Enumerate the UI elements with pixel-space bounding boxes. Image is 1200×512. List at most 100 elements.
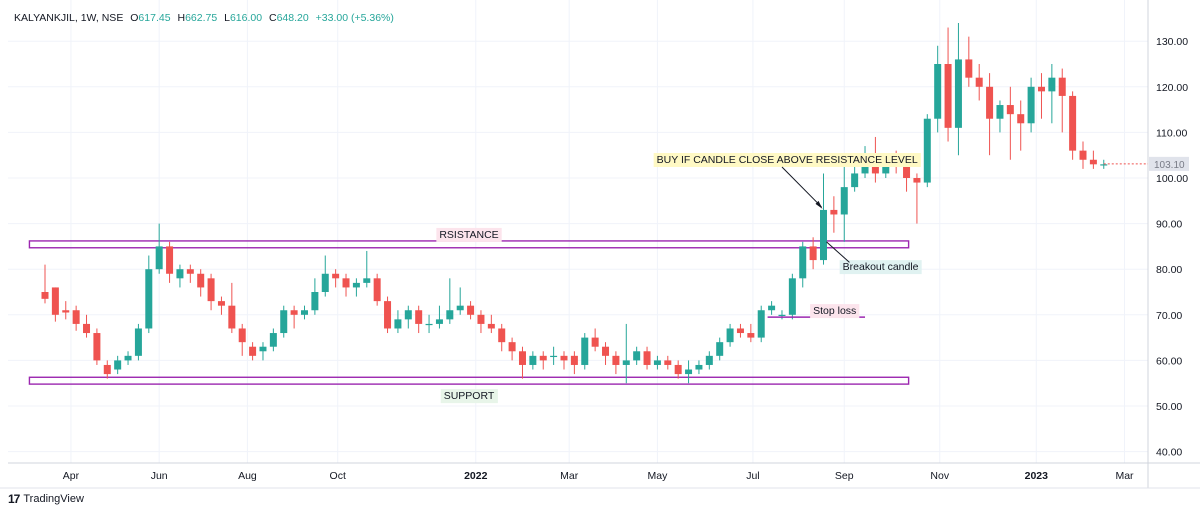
tradingview-logo[interactable]: 17 TradingView — [8, 492, 84, 506]
candle-up[interactable] — [301, 310, 308, 315]
candle-up[interactable] — [259, 346, 267, 352]
candle-up[interactable] — [352, 282, 360, 288]
candle-down[interactable] — [197, 273, 205, 288]
candle-down[interactable] — [903, 164, 911, 178]
candle-up[interactable] — [1027, 86, 1035, 124]
candle-down[interactable] — [747, 333, 755, 338]
candle-down[interactable] — [1079, 150, 1087, 160]
candle-up[interactable] — [581, 337, 589, 365]
candle-up[interactable] — [685, 369, 693, 375]
candle-up[interactable] — [124, 355, 132, 361]
candle-up[interactable] — [363, 278, 371, 283]
candle-up[interactable] — [726, 328, 734, 343]
candle-up[interactable] — [757, 310, 765, 338]
candle-up[interactable] — [716, 342, 724, 356]
candle-down[interactable] — [830, 209, 838, 215]
candle-up[interactable] — [799, 246, 807, 279]
candle-down[interactable] — [498, 328, 506, 343]
candle-up[interactable] — [1048, 77, 1056, 92]
candle-up[interactable] — [394, 319, 402, 329]
candle-down[interactable] — [1089, 159, 1097, 165]
candle-down[interactable] — [736, 328, 744, 334]
candle-up[interactable] — [778, 314, 786, 316]
candle-down[interactable] — [986, 86, 994, 119]
candle-down[interactable] — [913, 178, 921, 183]
candle-up[interactable] — [622, 360, 630, 365]
candle-up[interactable] — [155, 246, 163, 270]
candle-down[interactable] — [1069, 95, 1077, 151]
candle-down[interactable] — [871, 164, 879, 174]
candle-up[interactable] — [321, 273, 329, 292]
candle-down[interactable] — [1058, 77, 1066, 96]
candle-up[interactable] — [145, 269, 153, 329]
candle-up[interactable] — [633, 351, 641, 361]
candle-down[interactable] — [415, 310, 423, 324]
candle-up[interactable] — [404, 310, 412, 320]
candle-down[interactable] — [41, 292, 49, 299]
candle-up[interactable] — [996, 105, 1004, 119]
candle-up[interactable] — [788, 278, 796, 315]
candle-down[interactable] — [570, 355, 578, 365]
candle-down[interactable] — [487, 323, 495, 329]
candle-down[interactable] — [1006, 105, 1014, 115]
candle-down[interactable] — [664, 360, 672, 365]
candle-down[interactable] — [975, 77, 983, 87]
candle-down[interactable] — [51, 287, 59, 315]
breakout-callout[interactable]: Breakout candle — [839, 260, 922, 275]
candle-up[interactable] — [923, 118, 931, 183]
candle-down[interactable] — [249, 346, 257, 356]
candle-down[interactable] — [477, 314, 485, 324]
candle-down[interactable] — [612, 355, 620, 365]
candle-up[interactable] — [280, 310, 288, 334]
candle-down[interactable] — [228, 305, 236, 329]
candle-up[interactable] — [851, 173, 859, 188]
candle-down[interactable] — [384, 301, 392, 329]
candle-up[interactable] — [176, 269, 184, 279]
candle-down[interactable] — [217, 301, 225, 306]
candle-down[interactable] — [944, 64, 952, 128]
candle-up[interactable] — [456, 305, 464, 311]
candle-down[interactable] — [591, 337, 599, 347]
candle-up[interactable] — [861, 164, 869, 174]
candle-up[interactable] — [550, 355, 558, 358]
candle-up[interactable] — [768, 305, 776, 311]
candle-down[interactable] — [560, 355, 568, 361]
resistance-label[interactable]: RSISTANCE — [436, 227, 502, 242]
candle-down[interactable] — [93, 333, 101, 361]
candle-up[interactable] — [934, 64, 942, 119]
candle-down[interactable] — [674, 364, 682, 375]
candle-down[interactable] — [539, 355, 547, 361]
candle-up[interactable] — [311, 292, 319, 311]
candle-down[interactable] — [518, 351, 526, 365]
candle-down[interactable] — [467, 305, 475, 315]
candle-up[interactable] — [840, 187, 848, 215]
candle-up[interactable] — [705, 355, 713, 365]
candle-down[interactable] — [373, 278, 381, 302]
candle-up[interactable] — [446, 310, 454, 320]
candle-down[interactable] — [83, 323, 91, 334]
candle-up[interactable] — [1100, 164, 1108, 166]
buy-callout[interactable]: BUY IF CANDLE CLOSE ABOVE RESISTANCE LEV… — [653, 153, 921, 167]
candle-up[interactable] — [653, 360, 661, 365]
candle-down[interactable] — [332, 273, 340, 279]
candle-down[interactable] — [1037, 86, 1045, 92]
plot-area[interactable] — [8, 0, 1148, 463]
candle-up[interactable] — [820, 209, 827, 261]
candle-down[interactable] — [602, 346, 610, 356]
candle-down[interactable] — [965, 59, 973, 78]
candle-down[interactable] — [290, 310, 298, 315]
candle-up[interactable] — [134, 328, 142, 356]
candle-up[interactable] — [529, 355, 537, 365]
candle-down[interactable] — [186, 269, 194, 274]
candle-up[interactable] — [435, 319, 443, 324]
candle-down[interactable] — [508, 342, 516, 352]
candle-up[interactable] — [269, 333, 277, 347]
candle-down[interactable] — [207, 278, 215, 302]
candle-down[interactable] — [1017, 114, 1025, 124]
candle-down[interactable] — [809, 246, 817, 261]
candle-up[interactable] — [954, 59, 962, 128]
candle-down[interactable] — [103, 364, 111, 375]
candle-down[interactable] — [342, 278, 350, 288]
